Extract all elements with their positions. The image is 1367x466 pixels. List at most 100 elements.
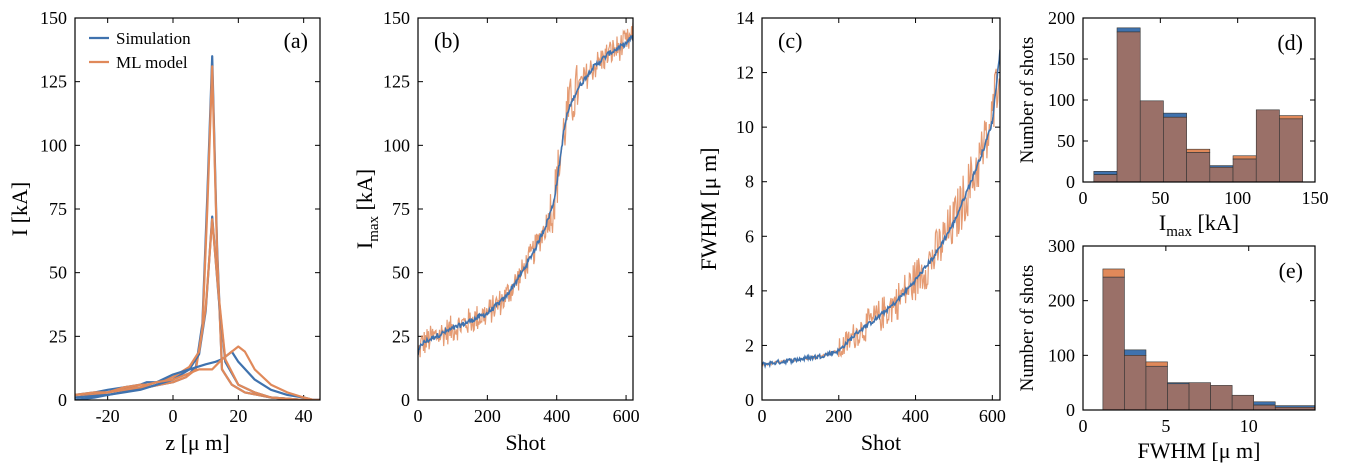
plot-frame: [74, 17, 321, 401]
hist-bar-overlap: [1253, 404, 1276, 411]
y-tick-label: 25: [49, 326, 67, 346]
y-tick-label: 100: [40, 135, 67, 155]
hist-bar-ml-model: [1145, 361, 1168, 367]
hist-bar-simulation: [1253, 401, 1276, 406]
legend-label-simulation: Simulation: [116, 29, 191, 48]
y-tick-label: 150: [383, 8, 410, 28]
legend-label-ml-model: ML model: [116, 53, 188, 72]
panel-label-a: (a): [284, 28, 308, 53]
hist-bar-simulation: [1116, 27, 1141, 33]
hist-bar-overlap: [1102, 276, 1125, 411]
x-tick-label: 0: [1079, 416, 1088, 436]
hist-bar-simulation: [1163, 112, 1187, 118]
x-axis-label-main: I: [1159, 210, 1166, 235]
y-tick-label: 25: [392, 326, 410, 346]
y-axis-label-unit: [kA]: [352, 169, 377, 216]
y-axis-label-main: FWHM [μ m]: [696, 147, 721, 270]
hist-bar-overlap: [1186, 152, 1211, 183]
y-tick-label: 8: [745, 172, 754, 192]
hist-bar-overlap: [1145, 365, 1168, 411]
y-axis-label-main: I: [352, 242, 377, 249]
hist-bar-overlap: [1209, 166, 1234, 183]
hist-bar-overlap: [1124, 355, 1147, 411]
y-tick-label: 200: [1048, 291, 1075, 311]
y-tick-label: 0: [401, 390, 410, 410]
y-tick-label: 0: [745, 390, 754, 410]
y-tick-label: 125: [383, 72, 410, 92]
hist-bar-overlap: [1231, 394, 1254, 411]
x-axis-label-main: FWHM [μ m]: [1137, 438, 1260, 463]
plot-area: [418, 22, 633, 358]
plot-area: [75, 55, 320, 400]
y-tick-label: 125: [40, 72, 67, 92]
hist-bar-overlap: [1116, 31, 1141, 183]
hist-bar-overlap: [1167, 383, 1190, 411]
y-tick-label: 50: [392, 263, 410, 283]
x-axis-label: Shot: [861, 430, 901, 455]
y-tick-label: 50: [49, 263, 67, 283]
x-tick-label: 100: [1224, 188, 1251, 208]
y-tick-label: 10: [736, 117, 754, 137]
x-tick-label: 0: [758, 406, 767, 426]
chart-a: -20 0 20 40 0 25 50 75 100 125 150 Simulation ML mod…: [7, 8, 321, 455]
y-axis-label: Number of shots: [1017, 37, 1038, 164]
y-tick-label: 300: [1048, 236, 1075, 256]
y-tick-label: 6: [745, 226, 754, 246]
plot-frame: [1082, 245, 1316, 411]
hist-bar-simulation: [1093, 171, 1118, 175]
hist-bar-overlap: [1163, 116, 1187, 183]
hist-bar-ml-model: [1186, 148, 1211, 153]
y-tick-label: 200: [1048, 8, 1075, 28]
series-line-ml-model-5: [75, 345, 320, 400]
x-tick-label: 600: [979, 406, 1006, 426]
x-tick-label: 400: [543, 406, 570, 426]
y-axis-label: Imax [kA]: [352, 169, 382, 249]
x-tick-label: 0: [1079, 188, 1088, 208]
y-tick-label: 150: [40, 8, 67, 28]
x-tick-label: 0: [169, 406, 178, 426]
hist-bar-overlap: [1188, 382, 1211, 411]
y-axis-label: Number of shots: [1017, 265, 1038, 392]
series-line-ml-model: [418, 22, 633, 358]
plot-area: [762, 49, 1000, 369]
x-tick-label: 600: [613, 406, 640, 426]
y-tick-label: 75: [392, 199, 410, 219]
y-tick-label: 0: [1066, 400, 1075, 420]
x-tick-label: 150: [1302, 188, 1329, 208]
y-tick-label: 4: [745, 281, 754, 301]
series-line-simulation-2: [75, 215, 320, 400]
y-tick-label: 100: [1048, 90, 1075, 110]
y-tick-label: 0: [58, 390, 67, 410]
hist-bar-ml-model: [1232, 155, 1257, 160]
hist-bar-ml-model: [1279, 115, 1303, 120]
y-tick-label: 100: [383, 135, 410, 155]
x-axis-label: FWHM [μ m]: [1137, 438, 1260, 463]
series-line-ml-model: [762, 68, 1000, 367]
y-tick-label: 100: [1048, 345, 1075, 365]
panel-label-b: (b): [434, 28, 460, 53]
y-axis-label: FWHM [μ m]: [696, 147, 721, 270]
y-axis-label-sub: max: [366, 215, 382, 241]
hist-bar-overlap: [1255, 109, 1280, 183]
series-line-simulation-0: [75, 55, 320, 400]
plot-frame: [761, 17, 1001, 401]
x-tick-label: 200: [825, 406, 852, 426]
x-tick-label: 0: [414, 406, 423, 426]
x-tick-label: 200: [474, 406, 501, 426]
y-tick-label: 12: [736, 63, 754, 83]
x-axis-label: Shot: [505, 430, 545, 455]
y-tick-label: 150: [1048, 49, 1075, 69]
x-axis-label-sub: max: [1166, 224, 1192, 240]
x-tick-label: 400: [902, 406, 929, 426]
y-tick-label: 14: [736, 8, 754, 28]
hist-bar-overlap: [1210, 385, 1233, 411]
x-tick-label: 50: [1151, 188, 1169, 208]
x-tick-label: 10: [1240, 416, 1258, 436]
x-tick-label: 40: [295, 406, 313, 426]
panel-label-e: (e): [1279, 258, 1303, 283]
hist-bar-overlap: [1139, 100, 1164, 183]
x-axis-label: Imax [kA]: [1159, 210, 1239, 240]
series-line-simulation: [762, 49, 1000, 369]
